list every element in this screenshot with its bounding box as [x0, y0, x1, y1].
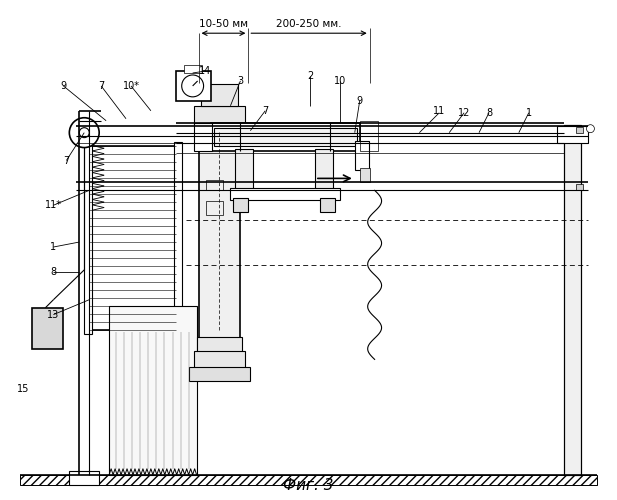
Text: 11*: 11* [45, 200, 62, 210]
Bar [557, 126, 589, 142]
Bar [174, 142, 182, 334]
Bar [194, 106, 246, 126]
Bar [176, 71, 210, 101]
Text: 10: 10 [334, 76, 346, 86]
Bar [189, 368, 251, 382]
Text: 9: 9 [357, 96, 363, 106]
Bar [315, 148, 333, 190]
Text: 11: 11 [433, 106, 445, 116]
Bar [233, 198, 248, 212]
Bar [89, 146, 176, 330]
Bar [236, 148, 254, 190]
Text: 1: 1 [51, 242, 57, 252]
Bar [355, 140, 369, 170]
Bar [199, 120, 241, 340]
Bar [360, 120, 378, 150]
Bar [563, 124, 581, 474]
Text: 12: 12 [458, 108, 470, 118]
Circle shape [79, 128, 89, 138]
Text: 7: 7 [262, 106, 268, 116]
Text: 15: 15 [17, 384, 30, 394]
Text: 7: 7 [63, 156, 70, 166]
Text: 13: 13 [48, 310, 60, 320]
Text: 3: 3 [238, 76, 244, 86]
Text: 2: 2 [307, 71, 313, 81]
Bar [69, 471, 99, 484]
Text: 10-50 мм: 10-50 мм [199, 19, 248, 29]
Bar [576, 126, 584, 132]
Bar [213, 128, 357, 146]
Bar [194, 122, 212, 150]
Circle shape [182, 75, 204, 97]
Bar [197, 336, 242, 354]
Bar [360, 168, 370, 182]
Text: 7: 7 [98, 81, 104, 91]
Circle shape [586, 124, 594, 132]
Bar [85, 142, 92, 334]
Bar [20, 474, 597, 484]
Bar [205, 180, 223, 190]
Circle shape [69, 118, 99, 148]
Text: 9: 9 [60, 81, 67, 91]
Text: 1: 1 [526, 108, 532, 118]
Bar [210, 122, 360, 150]
Bar [230, 188, 340, 200]
Text: 8: 8 [51, 267, 57, 277]
Bar [109, 306, 197, 474]
Bar [184, 65, 202, 73]
Text: Фиг. 3: Фиг. 3 [283, 478, 333, 492]
Bar [31, 308, 64, 350]
Text: 8: 8 [486, 108, 492, 118]
Bar [194, 352, 246, 370]
Bar [320, 198, 335, 212]
Bar [563, 124, 581, 474]
Text: 200-250 мм.: 200-250 мм. [276, 19, 342, 29]
Text: 14: 14 [199, 66, 212, 76]
Text: 10*: 10* [123, 81, 139, 91]
Bar [205, 202, 223, 215]
Bar [576, 184, 584, 190]
Bar [201, 84, 238, 106]
